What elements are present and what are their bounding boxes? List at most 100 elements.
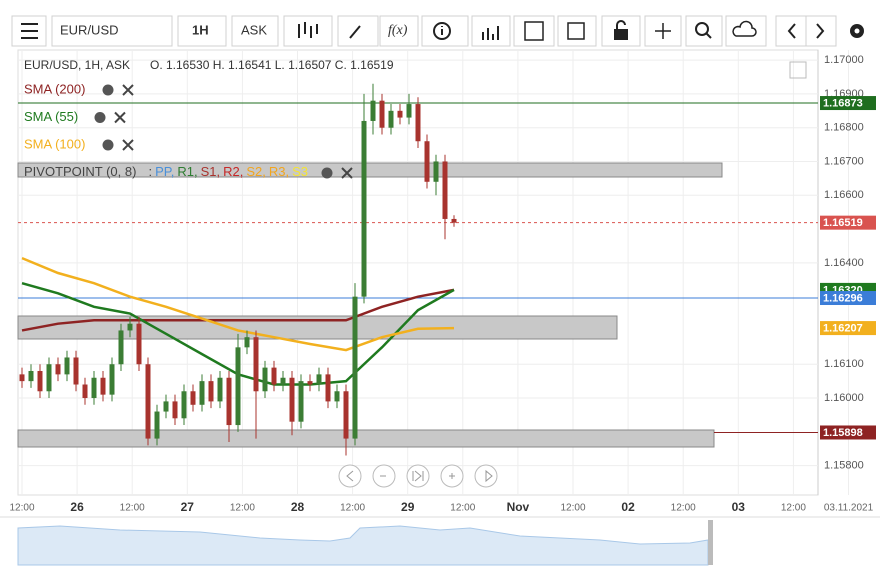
symbol-select[interactable] [51, 15, 173, 47]
candle-body [280, 377, 286, 385]
pivot-zone [17, 429, 715, 448]
indicator-settings[interactable] [102, 139, 114, 151]
candle-body [226, 377, 232, 426]
back-button[interactable] [775, 15, 807, 47]
candle-body [208, 381, 214, 402]
candle-body [127, 323, 133, 331]
candle-body [415, 104, 421, 142]
pencil-icon [349, 25, 361, 39]
indicator-remove[interactable] [114, 111, 126, 124]
candle-body [262, 367, 268, 392]
reset-button[interactable] [406, 464, 430, 488]
pivot-level: R2, [223, 164, 243, 179]
price-label-box [820, 291, 876, 306]
x-tick-label: 02 [621, 500, 635, 514]
pivot-name: PIVOTPOINT (0, 8) [24, 164, 136, 179]
candles-icon [298, 22, 318, 38]
candle-body [298, 381, 304, 422]
indicator-remove[interactable] [122, 84, 134, 96]
pivot-settings[interactable] [321, 167, 333, 179]
legend: SMA (200) SMA (55) SMA (100) PIVOTPOINT (0,… [24, 81, 353, 179]
price-label-box [820, 425, 876, 440]
news-button[interactable] [557, 15, 597, 47]
side: ASK [241, 22, 267, 37]
price-label-box [820, 96, 876, 111]
price-label: 1.16873 [823, 97, 863, 109]
back-icon [787, 23, 796, 39]
zoom-button[interactable] [685, 15, 723, 47]
grid [18, 50, 849, 495]
x-tick-label: 28 [291, 500, 305, 514]
candle-body [289, 377, 295, 422]
candle-body [253, 337, 259, 392]
side-select[interactable] [231, 15, 279, 47]
cloud-button[interactable] [725, 15, 767, 47]
calendar-button[interactable] [513, 15, 555, 47]
candle-body [442, 161, 448, 219]
interval-select[interactable] [177, 15, 227, 47]
price-label-box [820, 321, 876, 336]
candle-body [19, 374, 25, 382]
x-tick-label: Nov [507, 500, 530, 514]
navigator-area [17, 525, 709, 566]
y-tick-label: 1.17000 [824, 54, 864, 66]
indicator-button[interactable] [379, 15, 419, 47]
crosshair-button[interactable] [644, 15, 682, 47]
x-tick-label: 03.11.2021 [824, 503, 874, 514]
y-tick-label: 1.16800 [824, 122, 864, 134]
candle-body [370, 100, 376, 121]
plot [18, 83, 818, 456]
pivot-level: R3, [269, 164, 289, 179]
candle-body [163, 401, 169, 412]
candle-body [64, 357, 70, 375]
indicator-settings[interactable] [94, 112, 106, 123]
lock-shackle [616, 20, 626, 29]
x-tick-label: 12:00 [671, 503, 696, 514]
navigation-icons [346, 469, 493, 483]
zoom-icon [695, 22, 709, 36]
settings-hole [854, 28, 860, 34]
candle-body [109, 364, 115, 395]
navigator-handle[interactable] [708, 520, 713, 565]
candle-body [334, 391, 340, 402]
scroll-left-button[interactable] [338, 464, 362, 488]
calendar-icon [524, 21, 544, 41]
indicator-name: SMA (100) [24, 136, 85, 151]
popout-button[interactable] [789, 61, 807, 79]
pivot-level: R1, [177, 164, 197, 179]
chart-navigation [338, 464, 498, 488]
candle-body [136, 323, 142, 365]
chart-type-button[interactable] [283, 15, 333, 47]
candle-body [424, 141, 430, 182]
candle-body [433, 161, 439, 182]
forward-button[interactable] [805, 15, 837, 47]
x-tick-label: 27 [181, 500, 195, 514]
indicator-remove[interactable] [122, 139, 134, 151]
pivot-separator: : [148, 164, 152, 179]
y-tick-label: 1.16000 [824, 392, 864, 404]
sma-line [21, 256, 455, 352]
menu-icon [21, 23, 38, 39]
candle-body [145, 364, 151, 439]
x-tick-label: 26 [70, 500, 84, 514]
interval: 1H [192, 22, 209, 37]
x-tick-label: 29 [401, 500, 415, 514]
candle-body [82, 384, 88, 399]
pivot-level: PP, [155, 164, 174, 179]
indicator-settings[interactable] [102, 84, 114, 96]
candle-body [37, 370, 43, 392]
pivot-level: S2, [246, 164, 266, 179]
price-label: 1.16296 [823, 292, 863, 304]
candle-body [451, 218, 457, 223]
ohlc-readout: O. 1.16530 H. 1.16541 L. 1.16507 C. 1.16… [150, 58, 394, 72]
x-tick-label: 12:00 [560, 503, 585, 514]
pivot-remove[interactable] [341, 167, 353, 179]
y-tick-label: 1.16700 [824, 155, 864, 167]
info-button[interactable] [421, 15, 469, 47]
draw-button[interactable] [337, 15, 379, 47]
volume-button[interactable] [471, 15, 511, 47]
candle-body [343, 391, 349, 439]
crosshair-icon [655, 23, 671, 39]
